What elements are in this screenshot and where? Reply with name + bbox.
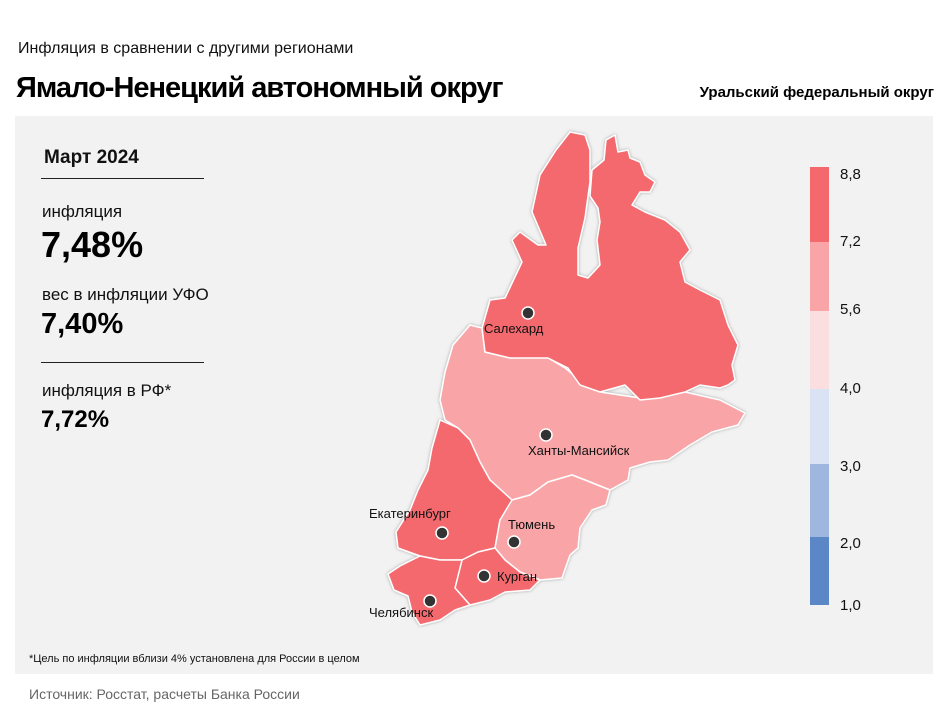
rf-inflation-value: 7,72% xyxy=(41,406,110,433)
legend-swatch-1 xyxy=(810,167,829,242)
source-note: Источник: Росстат, расчеты Банка России xyxy=(29,686,300,702)
rf-inflation-label: инфляция в РФ* xyxy=(42,381,172,400)
legend-swatch-5 xyxy=(810,464,829,537)
federal-district-label: Уральский федеральный округ xyxy=(699,84,934,101)
weight-label: вес в инфляции УФО xyxy=(42,285,209,304)
legend-tick: 1,0 xyxy=(840,597,861,614)
legend-swatch-6 xyxy=(810,537,829,605)
city-label-khanty: Ханты-Мансийск xyxy=(528,443,630,458)
city-khanty-mansiysk: Ханты-Мансийск xyxy=(528,428,630,458)
legend-tick: 4,0 xyxy=(840,380,861,397)
divider-bottom xyxy=(41,362,204,363)
page-title: Ямало-Ненецкий автономный округ xyxy=(16,72,504,104)
city-label-kurgan: Курган xyxy=(497,569,537,584)
subtitle: Инфляция в сравнении с другими регионами xyxy=(18,40,354,57)
city-label-tyumen: Тюмень xyxy=(508,517,555,532)
period-label: Март 2024 xyxy=(44,147,139,168)
city-tyumen: Тюмень xyxy=(507,517,555,549)
legend-swatch-2 xyxy=(810,242,829,311)
legend-tick: 3,0 xyxy=(840,458,861,475)
city-salekhard: Салехард xyxy=(484,306,544,336)
region-yamalo-nenets xyxy=(481,131,739,401)
legend-swatch-3 xyxy=(810,311,829,389)
city-label-salekhard: Салехард xyxy=(484,321,544,336)
divider-top xyxy=(41,178,204,179)
city-label-chelyabinsk: Челябинск xyxy=(369,605,433,620)
legend-swatch-4 xyxy=(810,389,829,464)
city-chelyabinsk: Челябинск xyxy=(369,594,437,620)
city-label-ekaterinburg: Екатеринбург xyxy=(369,506,451,521)
legend-tick: 8,8 xyxy=(840,166,861,183)
legend-tick: 5,6 xyxy=(840,301,861,318)
legend-tick: 7,2 xyxy=(840,233,861,250)
inflation-value: 7,48% xyxy=(41,224,144,265)
city-ekaterinburg: Екатеринбург xyxy=(369,506,451,540)
weight-value: 7,40% xyxy=(41,308,124,340)
city-kurgan: Курган xyxy=(477,569,537,584)
legend-tick: 2,0 xyxy=(840,535,861,552)
region-chelyabinsk xyxy=(387,555,471,626)
inflation-label: инфляция xyxy=(42,202,123,221)
footnote: *Цель по инфляции вблизи 4% установлена … xyxy=(29,653,360,665)
